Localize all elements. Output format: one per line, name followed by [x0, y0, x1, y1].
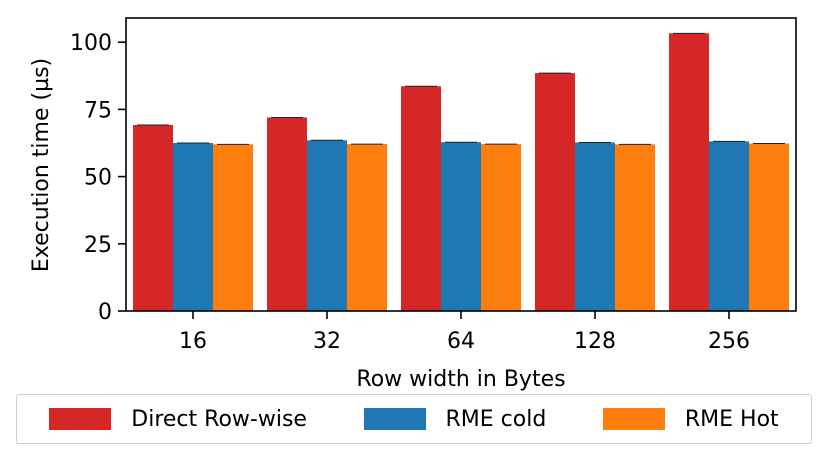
- x-tick-label: 64: [447, 329, 475, 354]
- bar-direct-row-wise-128: [535, 73, 575, 312]
- bar-direct-row-wise-16: [133, 124, 173, 311]
- bar-rme-cold-256: [709, 141, 749, 311]
- bar-rme-cold-64: [441, 142, 481, 311]
- x-tick-label: 32: [313, 329, 341, 354]
- y-tick-label: 25: [84, 233, 112, 258]
- legend-label-rme-hot: RME Hot: [684, 406, 779, 432]
- y-axis-ticks: 0 25 50 75 100: [70, 31, 126, 325]
- bar-rme-cold-32: [307, 140, 347, 311]
- legend-label-rme-cold: RME cold: [445, 406, 547, 432]
- legend: Direct Row-wise RME cold RME Hot: [16, 394, 812, 444]
- legend-swatch-direct-row-wise: [49, 408, 112, 430]
- y-tick-label: 75: [84, 98, 112, 123]
- legend-entry-rme-cold: RME cold: [363, 406, 547, 432]
- bar-rme-hot-256: [749, 143, 789, 311]
- bar-rme-hot-64: [481, 144, 521, 311]
- y-tick-label: 50: [84, 166, 112, 191]
- legend-entry-rme-hot: RME Hot: [602, 406, 779, 432]
- x-axis-ticks: 16 32 64 128 256: [179, 311, 750, 354]
- bar-direct-row-wise-32: [267, 117, 307, 312]
- legend-label-direct-row-wise: Direct Row-wise: [131, 406, 307, 432]
- x-tick-label: 256: [708, 329, 750, 354]
- y-tick-label: 0: [98, 300, 112, 325]
- bars-group: [133, 32, 789, 312]
- bar-rme-cold-128: [575, 142, 615, 311]
- bar-rme-hot-32: [347, 144, 387, 311]
- bar-rme-hot-128: [615, 144, 655, 311]
- x-tick-label: 128: [574, 329, 616, 354]
- legend-swatch-rme-hot: [602, 408, 665, 430]
- bar-direct-row-wise-256: [669, 33, 709, 311]
- plot-frame: [125, 17, 797, 312]
- x-axis-label: Row width in Bytes: [356, 367, 565, 392]
- legend-swatch-rme-cold: [363, 408, 426, 430]
- y-tick-label: 100: [70, 31, 112, 56]
- legend-entry-direct-row-wise: Direct Row-wise: [49, 407, 307, 432]
- bar-direct-row-wise-64: [401, 86, 441, 311]
- bar-rme-hot-16: [213, 144, 253, 311]
- y-axis-label: Execution time (µs): [29, 58, 54, 272]
- x-tick-label: 16: [179, 329, 207, 354]
- bar-rme-cold-16: [173, 142, 213, 311]
